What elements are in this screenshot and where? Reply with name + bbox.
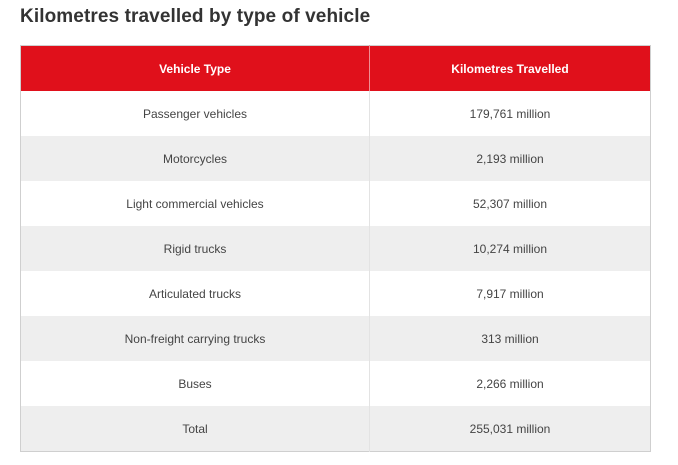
kilometres-cell: 2,266 million: [369, 361, 651, 406]
table-row: Articulated trucks 7,917 million: [20, 271, 651, 316]
table-row: Buses 2,266 million: [20, 361, 651, 406]
table-row-total: Total 255,031 million: [20, 406, 651, 452]
vehicle-type-cell: Motorcycles: [20, 136, 370, 181]
kilometres-cell: 7,917 million: [369, 271, 651, 316]
kilometres-cell: 255,031 million: [369, 406, 651, 452]
kilometres-cell: 52,307 million: [369, 181, 651, 226]
column-header-vehicle-type: Vehicle Type: [20, 45, 370, 91]
table-row: Light commercial vehicles 52,307 million: [20, 181, 651, 226]
vehicle-type-cell: Passenger vehicles: [20, 91, 370, 136]
vehicle-type-cell: Non-freight carrying trucks: [20, 316, 370, 361]
table-row: Passenger vehicles 179,761 million: [20, 91, 651, 136]
column-header-kilometres-travelled: Kilometres Travelled: [369, 45, 651, 91]
vehicle-type-cell: Total: [20, 406, 370, 452]
vehicle-type-cell: Rigid trucks: [20, 226, 370, 271]
table-row: Rigid trucks 10,274 million: [20, 226, 651, 271]
table-header-row: Vehicle Type Kilometres Travelled: [20, 45, 651, 91]
vehicle-type-cell: Light commercial vehicles: [20, 181, 370, 226]
page-title: Kilometres travelled by type of vehicle: [20, 6, 371, 27]
kilometres-cell: 313 million: [369, 316, 651, 361]
vehicle-type-cell: Articulated trucks: [20, 271, 370, 316]
table-row: Non-freight carrying trucks 313 million: [20, 316, 651, 361]
table-row: Motorcycles 2,193 million: [20, 136, 651, 181]
kilometres-cell: 179,761 million: [369, 91, 651, 136]
kilometres-cell: 2,193 million: [369, 136, 651, 181]
vehicle-type-cell: Buses: [20, 361, 370, 406]
kilometres-cell: 10,274 million: [369, 226, 651, 271]
vehicle-km-table: Vehicle Type Kilometres Travelled Passen…: [20, 45, 651, 452]
